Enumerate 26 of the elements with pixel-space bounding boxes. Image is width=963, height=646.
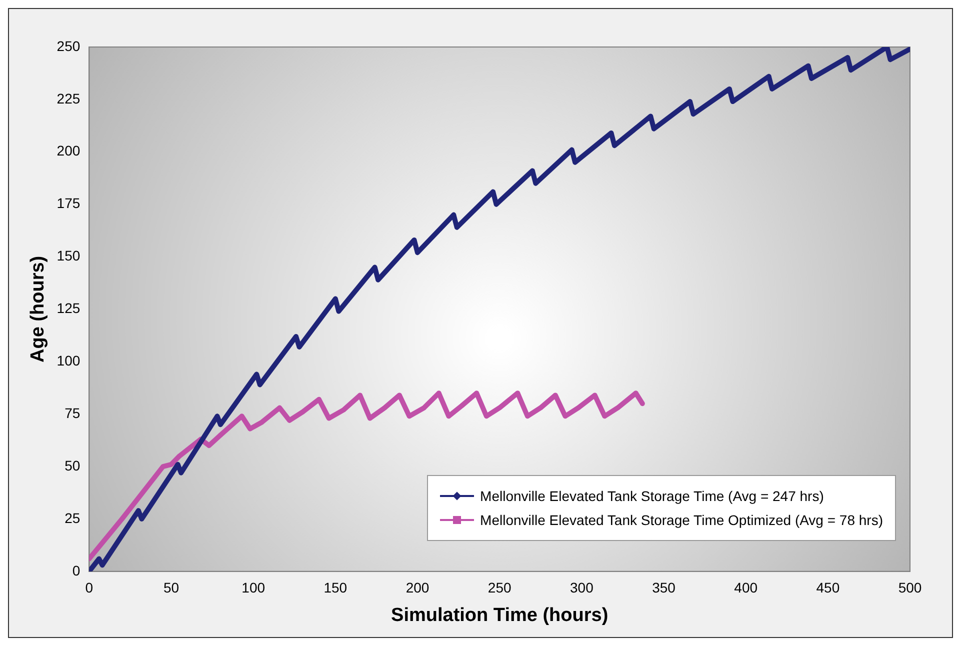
- y-tick-label: 50: [64, 457, 80, 474]
- x-tick-label: 0: [85, 580, 94, 596]
- x-tick-label: 250: [488, 580, 512, 596]
- y-tick-label: 75: [64, 404, 80, 421]
- x-tick-label: 100: [242, 580, 266, 596]
- x-tick-label: 150: [324, 580, 348, 596]
- y-tick-label: 100: [56, 352, 80, 368]
- x-tick-label: 500: [898, 580, 922, 596]
- x-tick-label: 400: [734, 580, 758, 596]
- x-tick-label: 350: [652, 580, 676, 596]
- x-tick-label: 450: [816, 580, 840, 596]
- x-tick-label: 50: [163, 580, 180, 596]
- x-tick-label: 300: [570, 580, 594, 596]
- y-tick-label: 25: [64, 510, 80, 526]
- y-tick-label: 150: [56, 248, 80, 264]
- y-tick-label: 200: [56, 142, 80, 159]
- y-axis-title: Age (hours): [28, 256, 49, 363]
- x-axis-title: Simulation Time (hours): [391, 604, 608, 626]
- x-tick-label: 200: [406, 580, 430, 596]
- legend-label: Mellonville Elevated Tank Storage Time Optimized (Avg = 78 hrs): [480, 511, 883, 530]
- y-tick-label: 250: [56, 38, 80, 54]
- y-tick-label: 225: [56, 90, 80, 106]
- y-tick-label: 125: [56, 300, 80, 316]
- y-tick-label: 0: [72, 562, 80, 578]
- legend-label: Mellonville Elevated Tank Storage Time (Avg = 247 hrs): [480, 487, 824, 506]
- y-tick-label: 175: [56, 195, 80, 212]
